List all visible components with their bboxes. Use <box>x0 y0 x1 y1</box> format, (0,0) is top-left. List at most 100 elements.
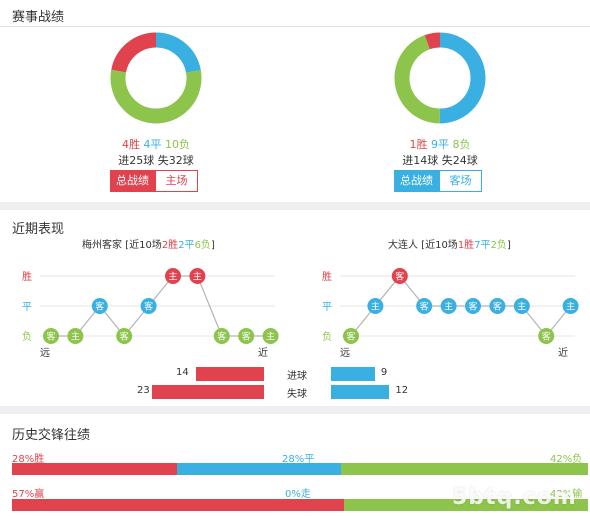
h2h-lose-pct: 42%输 <box>550 489 583 500</box>
form-point[interactable]: 主 <box>367 298 384 314</box>
h2h-bar-segment <box>12 499 344 511</box>
right-record-donut <box>394 32 486 124</box>
tab-home-left[interactable]: 主场 <box>155 170 198 192</box>
svg-text:主: 主 <box>168 271 177 283</box>
donut-slice-loss <box>394 32 486 124</box>
svg-text:主: 主 <box>266 331 275 343</box>
h2h-push-pct: 0%走 <box>285 489 311 500</box>
form-x-label: 近 <box>258 346 268 359</box>
left-record-line: 4胜 4平 10负 <box>96 136 216 152</box>
right-record-line: 1胜 9平 8负 <box>380 136 500 152</box>
left-draws: 4平 <box>143 138 162 151</box>
left-wins: 4胜 <box>122 138 140 151</box>
donut-slice-win <box>110 32 202 124</box>
form-y-label: 平 <box>322 302 332 313</box>
form-point[interactable]: 客 <box>416 298 433 314</box>
tab-total-record-left[interactable]: 总战绩 <box>110 170 155 192</box>
head-to-head-title: 历史交锋往绩 <box>12 428 91 443</box>
form-point[interactable]: 客 <box>91 298 108 314</box>
right-form-chart: 胜平负 客主客客主客客主客主远近 <box>322 268 579 359</box>
right-scored-bar <box>331 367 375 381</box>
form-point[interactable]: 主 <box>165 268 181 284</box>
head-to-head-panel: 历史交锋往绩 28%胜 28%平 42%负 57%赢 0%走 42%输 <box>0 414 590 516</box>
left-record-tabs: 总战绩 主场 <box>110 170 198 192</box>
svg-text:客: 客 <box>395 271 404 283</box>
scored-label: 进球 <box>287 371 307 382</box>
svg-text:客: 客 <box>346 331 355 343</box>
season-record-panel: 赛事战绩 4胜 4平 10负 进25球 失32球 总战绩 主场 1胜 9平 8负… <box>0 0 590 202</box>
right-draws: 9平 <box>431 138 449 151</box>
left-losses: 10负 <box>165 138 190 151</box>
right-record-tabs: 总战绩 客场 <box>394 170 482 192</box>
form-y-label: 胜 <box>322 271 332 283</box>
form-point[interactable]: 客 <box>489 298 506 314</box>
form-point[interactable]: 客 <box>538 328 555 344</box>
right-conceded-value: 12 <box>395 385 409 396</box>
watermark-logo: 5btq.com <box>452 485 577 510</box>
form-point[interactable]: 主 <box>440 298 457 314</box>
form-point[interactable]: 客 <box>213 328 230 344</box>
left-scored-value: 14 <box>176 367 189 378</box>
svg-text:主: 主 <box>193 271 202 283</box>
left-conceded-value: 23 <box>137 385 150 396</box>
svg-text:主: 主 <box>71 331 80 343</box>
svg-text:主: 主 <box>371 301 380 313</box>
h2h-draw-pct: 28%平 <box>282 454 315 465</box>
left-conceded-bar <box>152 385 264 399</box>
season-record-title: 赛事战绩 <box>12 10 65 25</box>
h2h-bar-segment <box>176 463 342 475</box>
form-point[interactable]: 主 <box>513 298 530 314</box>
form-line <box>51 275 271 337</box>
form-y-label: 负 <box>322 330 332 343</box>
svg-text:主: 主 <box>517 301 526 313</box>
form-point[interactable]: 客 <box>238 328 255 344</box>
donut-slice-loss <box>110 32 202 124</box>
svg-text:客: 客 <box>242 331 251 343</box>
form-point[interactable]: 客 <box>116 328 133 344</box>
form-point[interactable]: 客 <box>43 328 59 344</box>
conceded-label: 失球 <box>287 389 307 400</box>
left-scored-bar <box>195 367 264 381</box>
form-x-label: 近 <box>558 346 568 359</box>
form-y-label: 平 <box>22 302 32 313</box>
h2h-win-pct: 28%胜 <box>12 454 45 465</box>
right-team-name: 大连人 <box>388 240 418 251</box>
tab-total-record-right[interactable]: 总战绩 <box>394 170 439 192</box>
svg-text:客: 客 <box>120 331 129 343</box>
form-point[interactable]: 主 <box>189 268 206 284</box>
svg-text:主: 主 <box>566 301 575 313</box>
svg-text:客: 客 <box>95 301 104 313</box>
form-point[interactable]: 客 <box>343 328 359 344</box>
form-point[interactable]: 主 <box>67 328 84 344</box>
svg-text:主: 主 <box>444 301 453 313</box>
form-line <box>350 275 572 337</box>
donut-slice-win <box>394 32 486 124</box>
h2h-bar-segment <box>12 463 177 475</box>
left-record-donut <box>110 32 202 124</box>
left-team-summary: 梅州客家 [近10场2胜2平6负] <box>82 240 215 251</box>
left-goals-line: 进25球 失32球 <box>118 154 194 167</box>
form-point[interactable]: 主 <box>262 328 279 344</box>
recent-form-panel: 近期表现 梅州客家 [近10场2胜2平6负] 大连人 [近10场1胜7平2负] … <box>0 210 590 406</box>
right-goals-line: 进14球 失24球 <box>402 154 478 167</box>
svg-text:客: 客 <box>420 301 429 313</box>
h2h-bar-segment <box>343 499 588 511</box>
right-scored-value: 9 <box>380 367 388 378</box>
h2h-bar-segment <box>341 463 588 475</box>
svg-text:客: 客 <box>493 301 502 313</box>
svg-text:客: 客 <box>217 331 226 343</box>
form-y-label: 胜 <box>22 271 32 283</box>
form-point[interactable]: 客 <box>140 298 157 314</box>
svg-text:客: 客 <box>468 301 477 313</box>
tab-away-right[interactable]: 客场 <box>439 170 482 192</box>
form-point[interactable]: 主 <box>562 298 579 314</box>
form-x-label: 远 <box>40 347 50 359</box>
form-point[interactable]: 客 <box>465 298 481 314</box>
form-x-label: 远 <box>340 347 350 359</box>
left-team-name: 梅州客家 <box>82 240 122 251</box>
left-form-chart: 胜平负客主客客客主 主客客主远近 <box>22 268 279 359</box>
right-conceded-bar <box>331 385 390 399</box>
recent-form-title: 近期表现 <box>12 222 65 237</box>
svg-text:客: 客 <box>46 331 55 343</box>
form-point[interactable]: 客 <box>391 268 408 284</box>
